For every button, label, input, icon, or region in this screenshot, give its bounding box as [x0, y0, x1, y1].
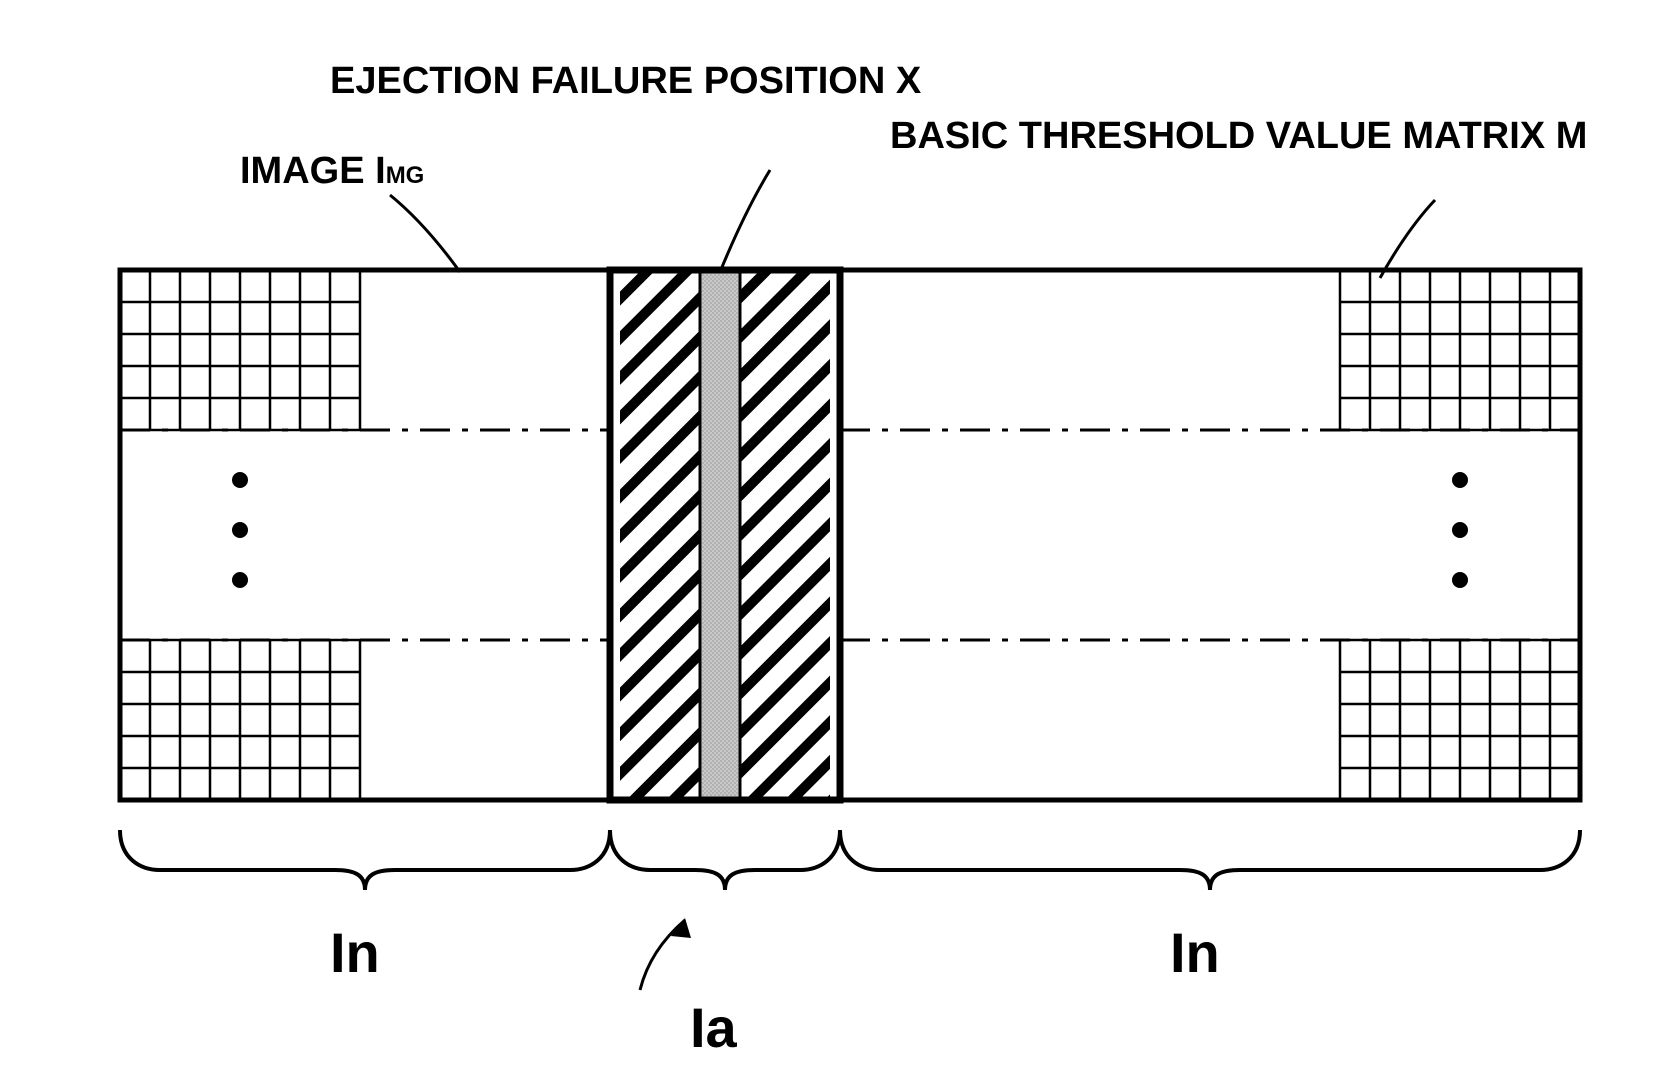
brace-1	[610, 830, 840, 890]
ellipsis-dot-0	[232, 472, 248, 488]
ellipsis-dot-1	[232, 522, 248, 538]
ellipsis-dot-5	[1452, 572, 1468, 588]
brace-0	[120, 830, 610, 890]
ia-arrowhead	[671, 918, 691, 938]
failure-column	[700, 270, 740, 800]
diagram-root: EJECTION FAILURE POSITION X IMAGE IMG BA…	[40, 40, 1640, 1040]
diagram-svg	[40, 40, 1640, 1060]
outer-box	[120, 270, 1580, 800]
brace-2	[840, 830, 1580, 890]
leader-image	[390, 195, 460, 272]
leader-matrix	[1380, 200, 1435, 278]
leader-failure	[720, 170, 770, 272]
ellipsis-dot-3	[1452, 472, 1468, 488]
ellipsis-dot-4	[1452, 522, 1468, 538]
ellipsis-dot-2	[232, 572, 248, 588]
